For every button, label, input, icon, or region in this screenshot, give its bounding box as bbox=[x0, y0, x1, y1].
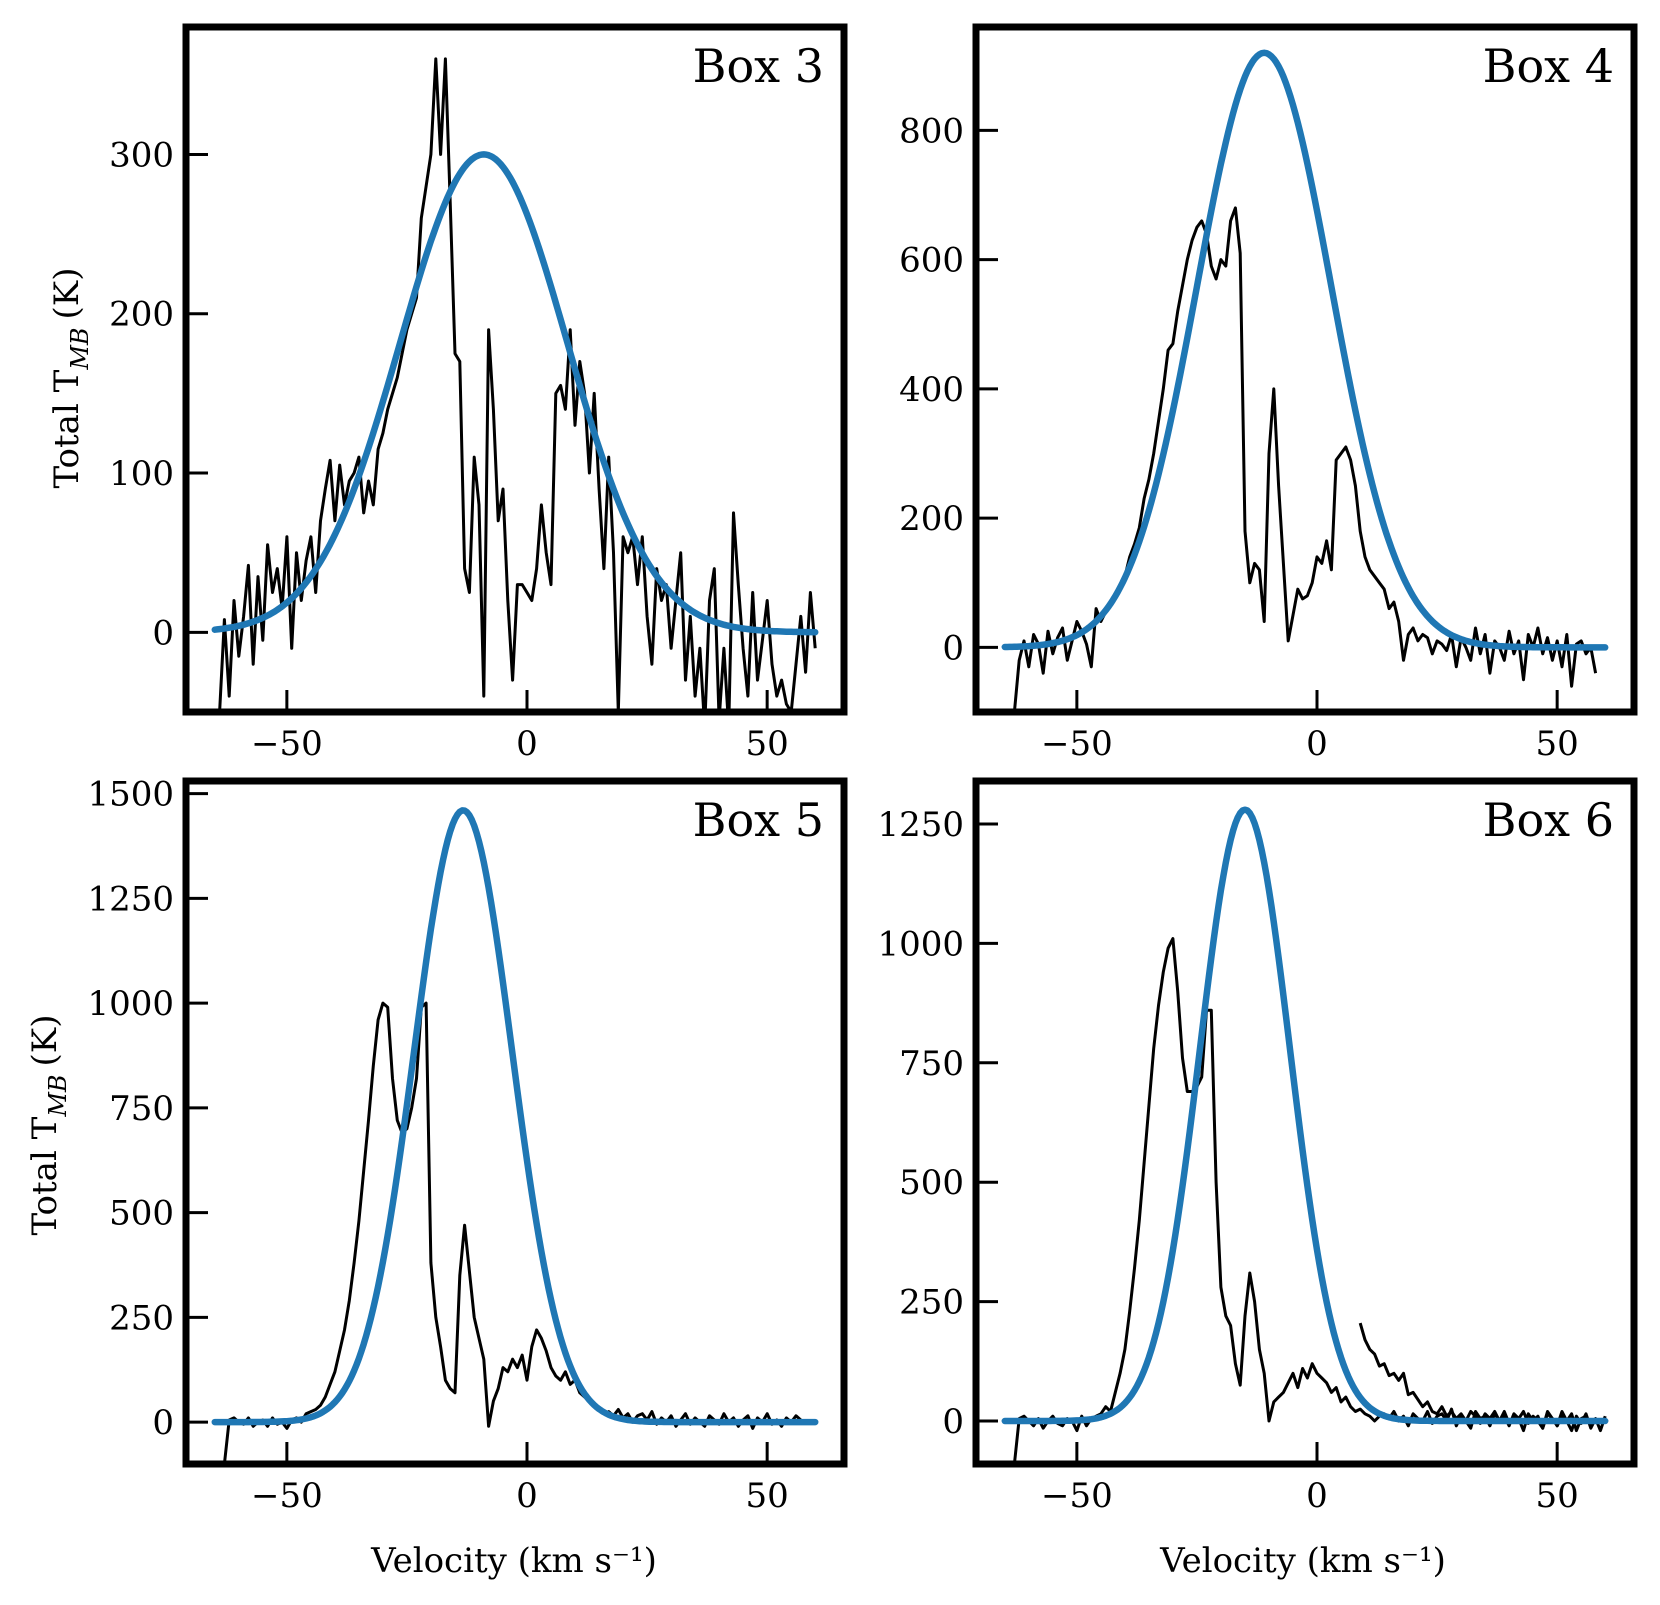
x-tick-label: 50 bbox=[1536, 724, 1579, 764]
y-axis-label-bottom: Total TMB (K) bbox=[25, 1015, 72, 1236]
plot-content bbox=[211, 57, 819, 712]
spectrum-line bbox=[1012, 937, 1587, 1464]
axes-frame bbox=[182, 23, 848, 716]
x-tick-label: 0 bbox=[1306, 1476, 1328, 1516]
y-tick-label: 750 bbox=[899, 1044, 964, 1084]
axes-frame bbox=[182, 777, 848, 1468]
spectrum-line bbox=[1012, 206, 1598, 712]
y-tick-label: 250 bbox=[109, 1298, 174, 1338]
x-tick-label: 0 bbox=[516, 724, 538, 764]
plot-content bbox=[1001, 806, 1609, 1464]
plot-area: −50 0 50 0 100 200 300 bbox=[109, 23, 848, 764]
gaussian-fit-line bbox=[211, 151, 819, 636]
y-axis-label-top: Total TMB (K) bbox=[47, 268, 94, 489]
x-tick-label: −50 bbox=[251, 1476, 323, 1516]
y-tick-label: 0 bbox=[152, 613, 174, 653]
plot-content bbox=[211, 807, 819, 1464]
x-tick-label: 50 bbox=[746, 1476, 789, 1516]
plot-content bbox=[1001, 49, 1609, 712]
y-tick-label: 500 bbox=[109, 1194, 174, 1234]
x-axis-label-left: Velocity (km s⁻¹) bbox=[370, 1541, 657, 1581]
y-tick-label: 0 bbox=[942, 1402, 964, 1442]
y-tick-label: 500 bbox=[899, 1163, 964, 1203]
y-tick-label: 0 bbox=[942, 628, 964, 668]
panel-title: Box 4 bbox=[1483, 39, 1614, 93]
x-tick-label: −50 bbox=[1041, 1476, 1113, 1516]
gaussian-fit-line bbox=[1001, 806, 1609, 1425]
plot-area: −50 0 50 0 200 400 600 800 bbox=[899, 23, 1638, 764]
y-tick-label: 100 bbox=[109, 454, 174, 494]
x-axis-label-right: Velocity (km s⁻¹) bbox=[1159, 1541, 1446, 1581]
y-tick-label: 300 bbox=[109, 135, 174, 175]
y-label-main: Total T bbox=[47, 369, 87, 488]
panel-title: Box 3 bbox=[693, 39, 824, 93]
y-tick-label: 1250 bbox=[877, 805, 964, 845]
y-tick-label: 800 bbox=[899, 111, 964, 151]
y-label-sub: MB bbox=[44, 1074, 72, 1117]
x-tick-label: −50 bbox=[1041, 724, 1113, 764]
y-tick-label: 1000 bbox=[877, 924, 964, 964]
y-label-unit: (K) bbox=[25, 1015, 65, 1067]
axes-frame bbox=[972, 23, 1638, 716]
y-tick-label: 400 bbox=[899, 370, 964, 410]
x-tick-label: 0 bbox=[1306, 724, 1328, 764]
y-tick-label: 200 bbox=[109, 295, 174, 335]
y-tick-label: 1000 bbox=[87, 984, 174, 1024]
y-tick-label: 200 bbox=[899, 499, 964, 539]
x-tick-label: 50 bbox=[746, 724, 789, 764]
panel-title: Box 5 bbox=[693, 793, 824, 847]
y-label-main: Total T bbox=[25, 1116, 65, 1235]
y-tick-label: 1500 bbox=[87, 775, 174, 815]
y-label-sub: MB bbox=[66, 327, 94, 370]
y-tick-label: 1250 bbox=[87, 879, 174, 919]
y-tick-label: 600 bbox=[899, 241, 964, 281]
panel-box-4: −50 0 50 0 200 400 600 800 Box 4 bbox=[899, 23, 1638, 764]
x-tick-label: 0 bbox=[516, 1476, 538, 1516]
panel-box-3: −50 0 50 0 100 200 300 Box 3 bbox=[109, 23, 848, 764]
gaussian-fit-line bbox=[1001, 49, 1609, 651]
gaussian-fit-line bbox=[211, 807, 819, 1426]
x-tick-label: −50 bbox=[251, 724, 323, 764]
y-tick-label: 250 bbox=[899, 1283, 964, 1323]
axes-frame bbox=[972, 777, 1638, 1468]
y-tick-label: 0 bbox=[152, 1403, 174, 1443]
y-tick-label: 750 bbox=[109, 1089, 174, 1129]
panel-title: Box 6 bbox=[1483, 793, 1614, 847]
y-label-unit: (K) bbox=[47, 268, 87, 320]
spectrum-line bbox=[222, 1001, 802, 1464]
x-tick-label: 50 bbox=[1536, 1476, 1579, 1516]
